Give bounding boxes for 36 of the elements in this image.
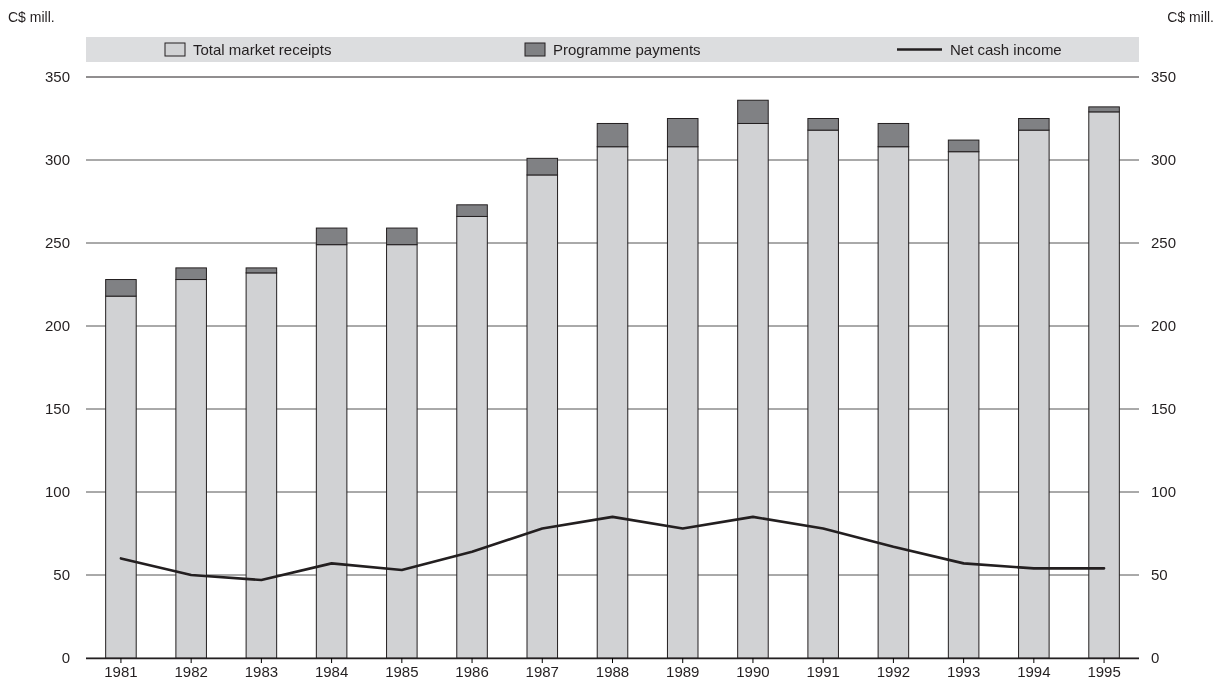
legend-label: Total market receipts <box>193 40 332 58</box>
x-tick-label: 1983 <box>244 662 279 680</box>
x-tick-label: 1982 <box>174 662 208 680</box>
x-tick-label: 1992 <box>876 662 911 680</box>
y2-tick-label: 100 <box>1151 483 1177 501</box>
x-tick-label: 1985 <box>385 662 419 680</box>
legend-label: Programme payments <box>553 40 701 58</box>
x-tick-label: 1995 <box>1087 662 1121 680</box>
x-tick-label: 1984 <box>314 662 349 680</box>
x-tick-label: 1993 <box>946 662 981 680</box>
x-tick-label: 1986 <box>455 662 489 680</box>
y-tick-label: 100 <box>44 483 70 501</box>
y2-tick-label: 250 <box>1151 234 1177 252</box>
legend-label: Net cash income <box>950 40 1062 58</box>
y-tick-label: 0 <box>61 649 70 667</box>
x-tick-label: 1994 <box>1017 662 1051 680</box>
y-tick-label: 300 <box>44 151 70 169</box>
y-tick-label: 150 <box>44 400 70 418</box>
x-tick-label: 1991 <box>806 662 840 680</box>
y-tick-label: 250 <box>44 234 70 252</box>
x-tick-label: 1989 <box>666 662 700 680</box>
y2-tick-label: 350 <box>1151 68 1177 86</box>
y-axis-title: C$ mill. <box>8 9 55 25</box>
y-tick-label: 200 <box>44 317 70 335</box>
y2-tick-label: 300 <box>1151 151 1177 169</box>
y2-tick-label: 50 <box>1151 566 1168 584</box>
y2-axis-title: C$ mill. <box>1167 9 1214 25</box>
x-tick-label: 1987 <box>525 662 559 680</box>
x-tick-label: 1981 <box>104 662 138 680</box>
x-tick-label: 1990 <box>736 662 770 680</box>
y-tick-label: 350 <box>44 68 70 86</box>
x-tick-label: 1988 <box>595 662 630 680</box>
y2-tick-label: 0 <box>1151 649 1160 667</box>
y-tick-label: 50 <box>53 566 70 584</box>
y2-tick-label: 200 <box>1151 317 1177 335</box>
y2-tick-label: 150 <box>1151 400 1177 418</box>
